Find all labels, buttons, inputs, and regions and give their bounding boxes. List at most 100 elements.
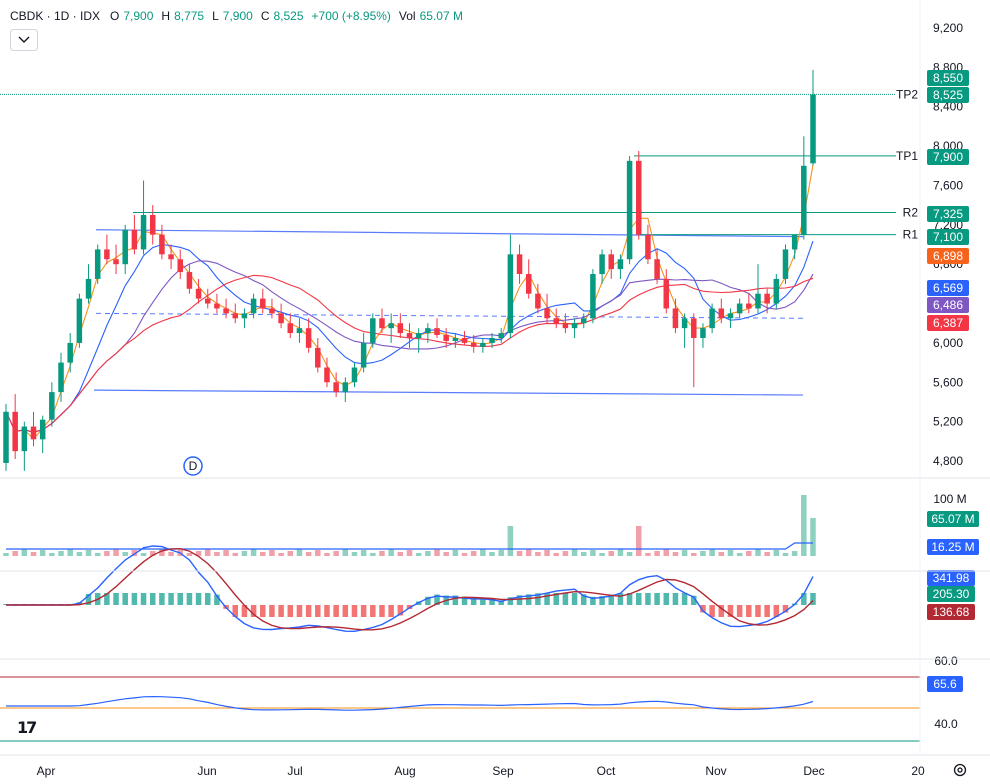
candle-body[interactable]: [85, 278, 92, 299]
candle-body[interactable]: [727, 313, 734, 319]
ma-long-line[interactable]: [5, 274, 814, 433]
candle-body[interactable]: [177, 259, 183, 273]
candle-body[interactable]: [241, 313, 248, 319]
candle-body[interactable]: [12, 411, 18, 452]
candle-body[interactable]: [324, 367, 330, 383]
candle-body[interactable]: [186, 272, 193, 289]
candle-body[interactable]: [278, 313, 284, 324]
candle-body[interactable]: [452, 337, 459, 341]
symbol-title[interactable]: CBDK · 1D · IDX: [10, 9, 101, 23]
candle-body[interactable]: [608, 254, 615, 270]
channel-mid-line[interactable]: [95, 312, 804, 319]
collapse-legend-button[interactable]: [10, 29, 38, 51]
tradingview-logo-icon[interactable]: 17: [17, 718, 37, 737]
candle-body[interactable]: [168, 254, 174, 260]
candle-body[interactable]: [516, 254, 523, 275]
candle-body[interactable]: [434, 328, 440, 336]
candle-body[interactable]: [250, 298, 257, 314]
candle-body[interactable]: [562, 323, 569, 329]
candle-body[interactable]: [397, 323, 404, 334]
candle-body[interactable]: [21, 426, 28, 452]
candle-body[interactable]: [443, 335, 449, 341]
candle-body[interactable]: [553, 318, 559, 324]
candle-body[interactable]: [782, 249, 789, 279]
dividend-marker-icon[interactable]: [183, 456, 203, 476]
candle-body[interactable]: [159, 234, 165, 255]
candle-body[interactable]: [140, 214, 147, 250]
candle-body[interactable]: [30, 426, 37, 440]
candle-body[interactable]: [461, 337, 468, 343]
candle-body[interactable]: [406, 333, 413, 338]
candle-body[interactable]: [223, 308, 229, 314]
candle-body[interactable]: [470, 342, 477, 347]
candle-body[interactable]: [351, 367, 358, 383]
candle-body[interactable]: [67, 342, 73, 363]
candle-body[interactable]: [681, 318, 688, 329]
candle-body[interactable]: [379, 318, 385, 329]
candle-body[interactable]: [636, 160, 642, 235]
candle-body[interactable]: [645, 234, 651, 260]
candle-body[interactable]: [122, 229, 128, 265]
ma-fast-line[interactable]: [5, 164, 814, 440]
candle-body[interactable]: [333, 382, 339, 393]
candle-body[interactable]: [94, 249, 101, 279]
candle-body[interactable]: [580, 318, 587, 324]
price-axis[interactable]: 9,2008,8008,4008,0007,6007,2006,8006,000…: [927, 21, 969, 468]
candle-body[interactable]: [672, 308, 679, 329]
candle-body[interactable]: [260, 298, 266, 309]
ma-slow-line[interactable]: [5, 260, 814, 433]
candle-body[interactable]: [305, 328, 312, 348]
candle-body[interactable]: [810, 94, 816, 164]
candle-body[interactable]: [3, 411, 9, 463]
candle-body[interactable]: [571, 323, 578, 329]
candle-body[interactable]: [801, 165, 807, 235]
candle-body[interactable]: [773, 278, 780, 304]
candle-body[interactable]: [204, 298, 211, 304]
candle-body[interactable]: [315, 347, 321, 368]
candle-body[interactable]: [736, 303, 743, 314]
candle-body[interactable]: [415, 333, 422, 338]
candle-body[interactable]: [489, 337, 495, 343]
candle-body[interactable]: [764, 293, 770, 304]
gear-icon[interactable]: [952, 762, 968, 778]
candle-body[interactable]: [755, 293, 761, 309]
candle-body[interactable]: [214, 303, 220, 309]
candle-body[interactable]: [791, 234, 798, 250]
candle-body[interactable]: [232, 313, 239, 319]
candle-body[interactable]: [480, 342, 486, 347]
time-axis[interactable]: Apr Jun Jul Aug Sep Oct Nov Dec 20: [37, 764, 925, 778]
candle-body[interactable]: [590, 274, 596, 319]
candle-body[interactable]: [535, 293, 541, 309]
candle-body[interactable]: [663, 278, 670, 309]
candle-body[interactable]: [746, 303, 752, 309]
candle-body[interactable]: [360, 342, 367, 368]
candle-body[interactable]: [76, 298, 83, 343]
channel-top-line[interactable]: [95, 229, 804, 238]
candle-body[interactable]: [342, 382, 349, 393]
candle-body[interactable]: [58, 362, 64, 393]
candle-body[interactable]: [544, 308, 550, 319]
candle-body[interactable]: [498, 333, 504, 338]
candle-body[interactable]: [49, 392, 55, 420]
candle-body[interactable]: [700, 328, 706, 338]
candle-body[interactable]: [626, 160, 633, 260]
channel-bottom-line[interactable]: [93, 389, 804, 396]
candle-body[interactable]: [39, 419, 46, 440]
candle-body[interactable]: [104, 249, 110, 260]
candle-body[interactable]: [269, 308, 275, 314]
candle-body[interactable]: [195, 288, 202, 299]
candle-body[interactable]: [425, 328, 431, 334]
candle-body[interactable]: [296, 328, 303, 334]
candle-body[interactable]: [617, 259, 624, 270]
candle-body[interactable]: [599, 254, 605, 275]
candle-body[interactable]: [525, 274, 532, 294]
candle-body[interactable]: [507, 254, 514, 334]
candle-body[interactable]: [654, 259, 660, 279]
candle-body[interactable]: [131, 229, 138, 250]
candle-body[interactable]: [287, 323, 294, 334]
candle-body[interactable]: [370, 318, 376, 343]
candle-body[interactable]: [691, 318, 697, 338]
candle-body[interactable]: [149, 214, 156, 235]
candle-body[interactable]: [113, 259, 119, 265]
